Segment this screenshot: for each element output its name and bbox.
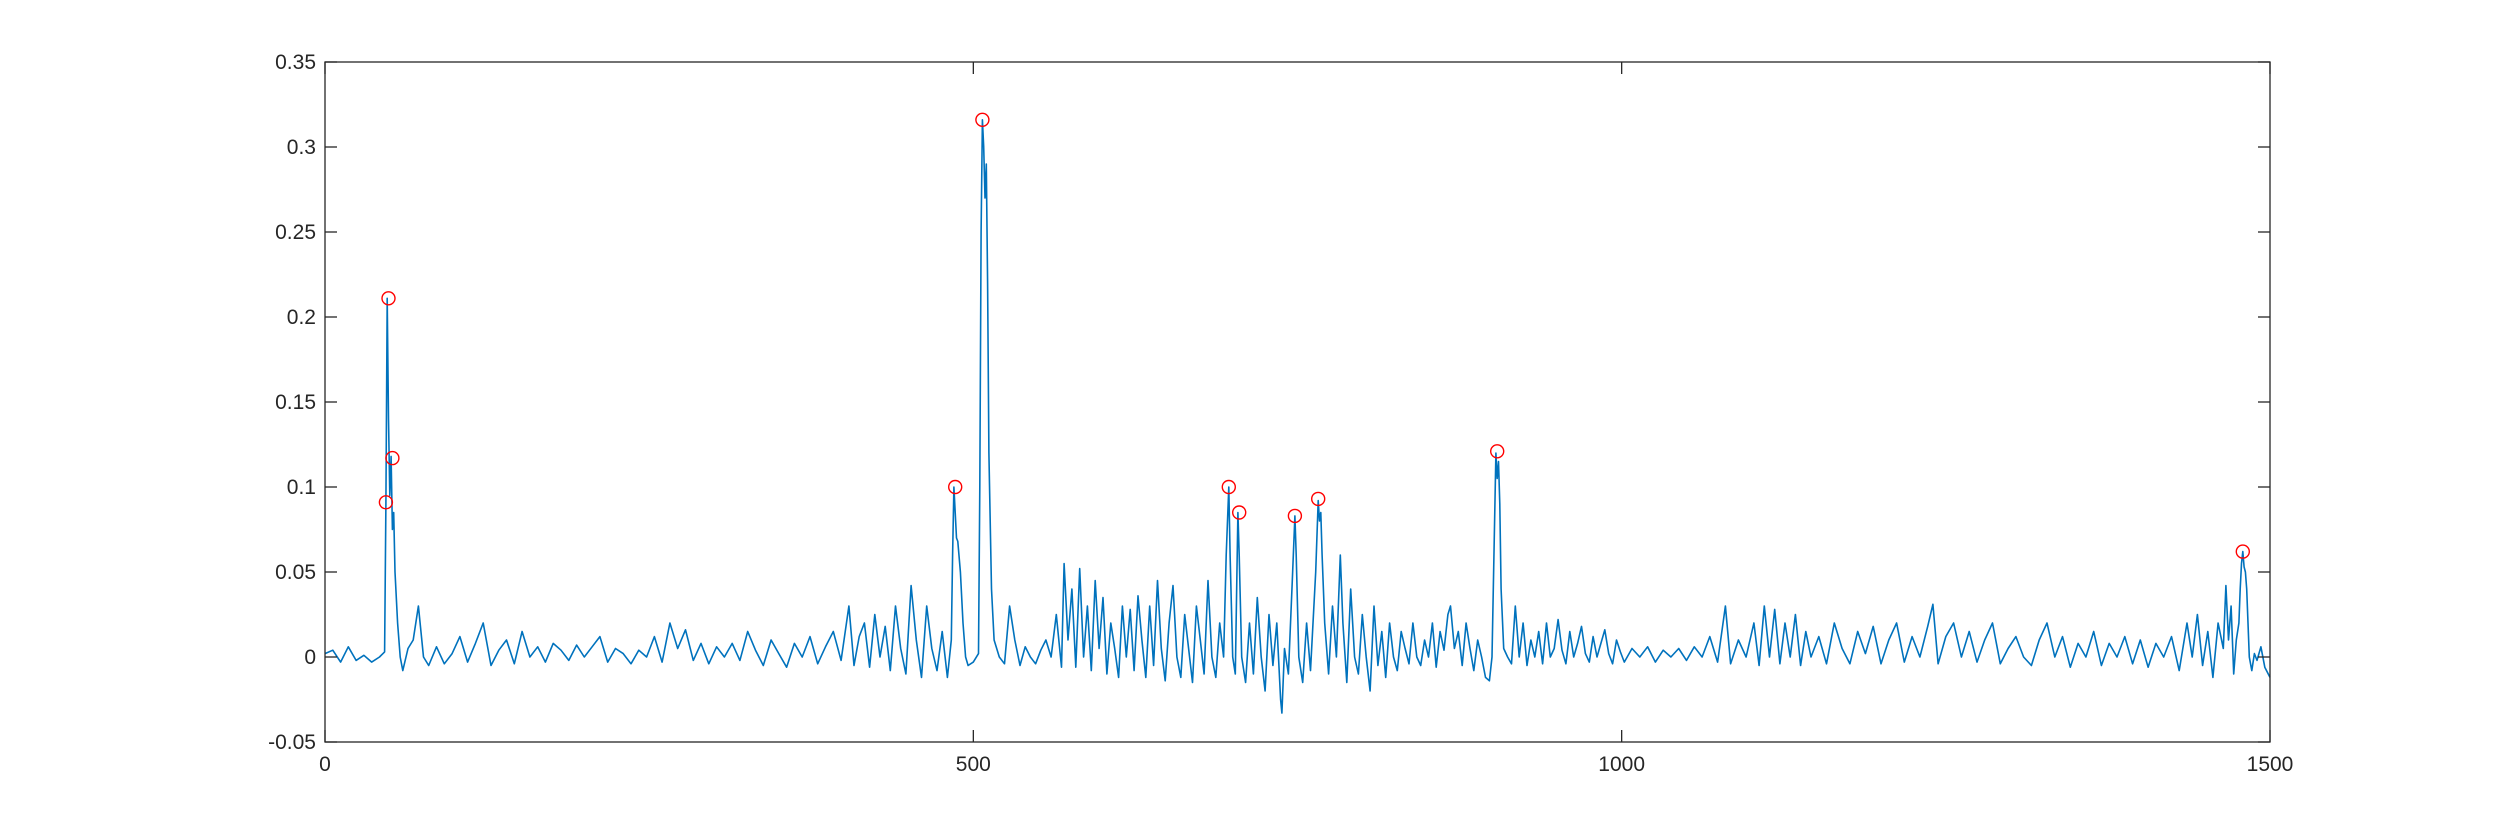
signal-line-0	[324, 119, 2271, 714]
y-tick-label: 0.15	[275, 391, 316, 414]
peak-marker-4	[975, 112, 990, 128]
y-tick-label: 0.35	[275, 51, 316, 74]
y-tick-label: -0.05	[268, 731, 316, 754]
x-tick-label: 500	[956, 753, 991, 776]
peak-marker-5	[1221, 479, 1237, 495]
peak-marker-10	[2235, 544, 2251, 559]
peak-marker-6	[1231, 505, 1247, 520]
y-tick-label: 0.3	[287, 136, 316, 159]
axes-background	[325, 62, 2270, 742]
signal-layer	[324, 119, 2271, 714]
peak-marker-9	[1489, 444, 1505, 459]
y-tick-label: 0.25	[275, 221, 316, 244]
y-tick-label: 0	[304, 646, 316, 669]
y-tick-label: 0.05	[275, 561, 316, 584]
peak-marker-0	[378, 495, 394, 510]
y-tick-label: 0.1	[287, 476, 316, 499]
peak-markers	[378, 112, 2251, 559]
x-axis: 0 500 1000 1500	[319, 62, 2293, 776]
x-tick-label: 1500	[2247, 753, 2294, 776]
y-tick-label: 0.2	[287, 306, 316, 329]
x-tick-label: 0	[319, 753, 331, 776]
peak-marker-1	[381, 291, 396, 306]
peak-marker-7	[1287, 508, 1303, 524]
peak-marker-3	[948, 479, 963, 495]
peak-marker-8	[1310, 491, 1326, 507]
y-axis: -0.05 0 0.05 0.1 0.15 0.2 0.25 0.3 0.35	[268, 51, 2270, 754]
peak-marker-2	[385, 450, 400, 466]
x-tick-label: 1000	[1598, 753, 1645, 776]
